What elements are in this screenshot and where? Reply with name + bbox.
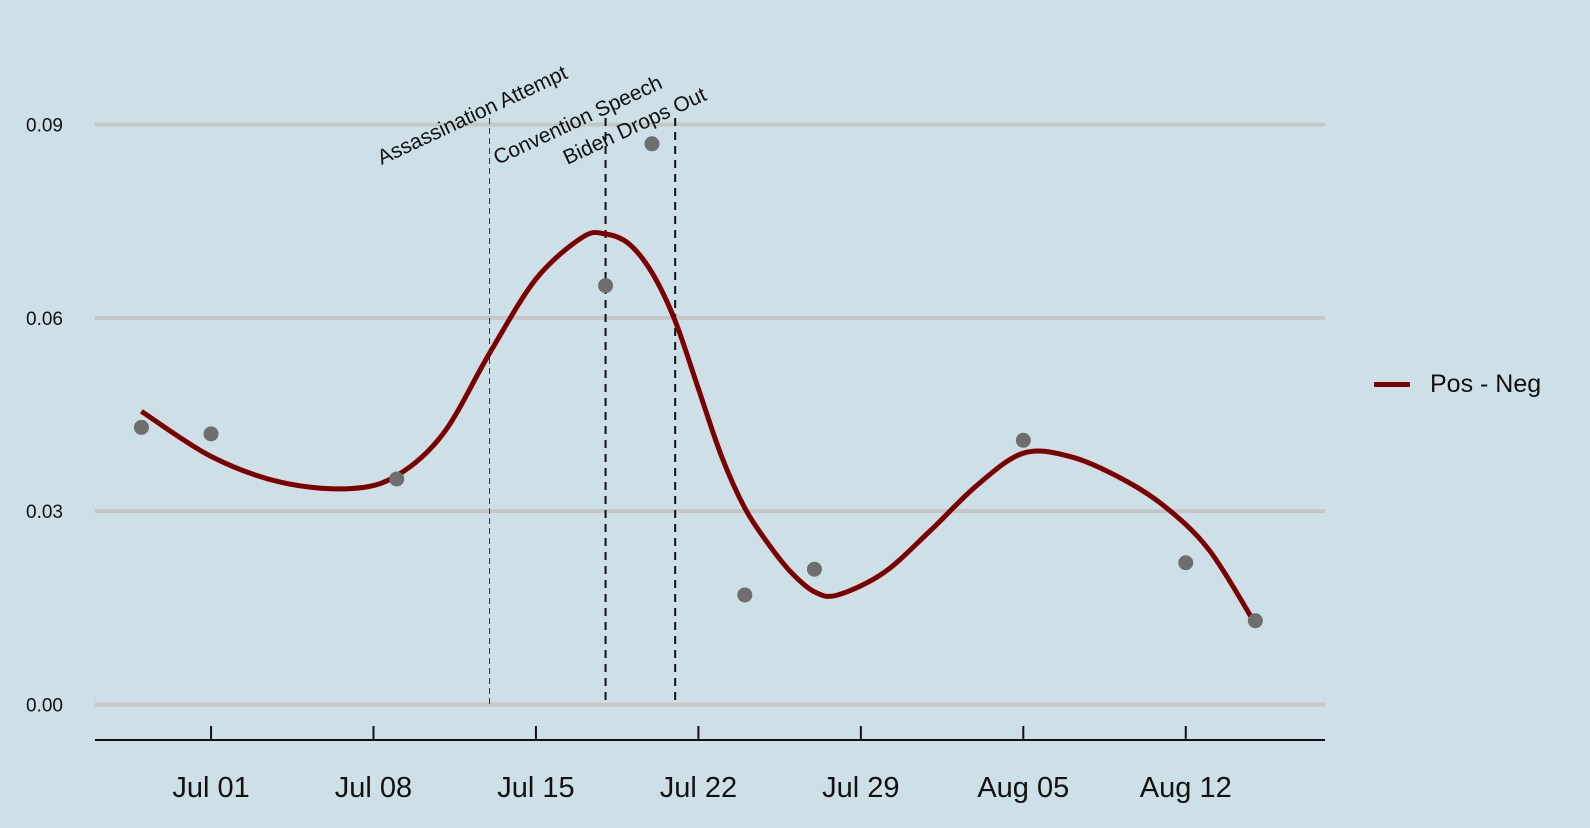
data-point (644, 136, 660, 152)
event-label: Assassination Attempt (374, 61, 571, 169)
legend: Pos - Neg (1374, 370, 1541, 399)
x-tick-label: Jul 29 (822, 772, 899, 804)
line-layer (140, 229, 1258, 626)
series-line-pos-neg (140, 229, 1258, 626)
data-point (1178, 555, 1194, 571)
x-tick-label: Jul 15 (497, 772, 574, 804)
grid-layer (95, 122, 1325, 707)
y-tick-label: 0.00 (26, 696, 63, 717)
data-point (133, 419, 149, 435)
axis-layer: 0.00 0.03 0.06 0.09 Jul 01 Jul 08 Jul 15 Jul 22… (26, 115, 1325, 804)
data-point (1247, 613, 1263, 629)
x-tick-label: Jul 01 (172, 772, 249, 804)
legend-swatch (1374, 382, 1410, 387)
data-point (203, 426, 219, 442)
x-tick-label: Aug 12 (1140, 772, 1232, 804)
x-tick-label: Aug 05 (977, 772, 1069, 804)
x-tick-label: Jul 22 (660, 772, 737, 804)
data-point (806, 561, 822, 577)
data-point (1015, 432, 1031, 448)
data-point (598, 278, 614, 294)
legend-label: Pos - Neg (1430, 370, 1542, 398)
data-point (389, 471, 405, 487)
y-tick-label: 0.09 (26, 115, 63, 136)
y-tick-label: 0.03 (26, 502, 63, 523)
point-layer (133, 136, 1263, 629)
x-tick-label: Jul 08 (335, 772, 412, 804)
data-point (737, 587, 753, 603)
y-tick-label: 0.06 (26, 309, 63, 330)
